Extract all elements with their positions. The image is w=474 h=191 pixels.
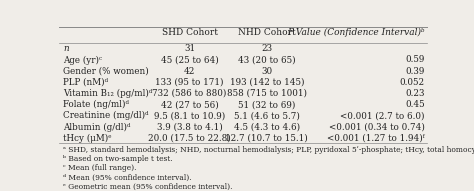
- Text: PLP (nM)ᵈ: PLP (nM)ᵈ: [63, 78, 108, 87]
- Text: n: n: [63, 44, 69, 53]
- Text: 9.5 (8.1 to 10.9): 9.5 (8.1 to 10.9): [154, 111, 225, 120]
- Text: 193 (142 to 145): 193 (142 to 145): [229, 78, 304, 87]
- Text: ᵉ Geometric mean (95% confidence interval).: ᵉ Geometric mean (95% confidence interva…: [63, 183, 232, 191]
- Text: NHD Cohort: NHD Cohort: [238, 28, 296, 37]
- Text: ᶜ Mean (full range).: ᶜ Mean (full range).: [63, 164, 137, 172]
- Text: Albumin (g/dl)ᵈ: Albumin (g/dl)ᵈ: [63, 122, 130, 132]
- Text: 12.7 (10.7 to 15.1): 12.7 (10.7 to 15.1): [226, 134, 308, 143]
- Text: P Value (Confidence Interval)ᵇ: P Value (Confidence Interval)ᵇ: [287, 28, 425, 37]
- Text: 20.0 (17.5 to 22.8): 20.0 (17.5 to 22.8): [148, 134, 231, 143]
- Text: ᵃ SHD, standard hemodialysis; NHD, nocturnal hemodialysis; PLP, pyridoxal 5ʹ-pho: ᵃ SHD, standard hemodialysis; NHD, noctu…: [63, 146, 474, 154]
- Text: 0.45: 0.45: [405, 100, 425, 109]
- Text: ᵇ Based on two-sample t test.: ᵇ Based on two-sample t test.: [63, 155, 173, 163]
- Text: 0.23: 0.23: [405, 89, 425, 98]
- Text: 0.39: 0.39: [405, 67, 425, 76]
- Text: 0.052: 0.052: [400, 78, 425, 87]
- Text: ᵈ Mean (95% confidence interval).: ᵈ Mean (95% confidence interval).: [63, 173, 191, 181]
- Text: 43 (20 to 65): 43 (20 to 65): [238, 55, 296, 64]
- Text: Age (yr)ᶜ: Age (yr)ᶜ: [63, 55, 102, 65]
- Text: 5.1 (4.6 to 5.7): 5.1 (4.6 to 5.7): [234, 111, 300, 120]
- Text: <0.001 (1.27 to 1.94)ᶠ: <0.001 (1.27 to 1.94)ᶠ: [327, 134, 425, 143]
- Text: 3.9 (3.8 to 4.1): 3.9 (3.8 to 4.1): [157, 122, 222, 131]
- Text: 42 (27 to 56): 42 (27 to 56): [161, 100, 219, 109]
- Text: tHcy (μM)ᵉ: tHcy (μM)ᵉ: [63, 134, 111, 143]
- Text: 31: 31: [184, 44, 195, 53]
- Text: 133 (95 to 171): 133 (95 to 171): [155, 78, 224, 87]
- Text: 30: 30: [261, 67, 273, 76]
- Text: 42: 42: [184, 67, 195, 76]
- Text: 0.59: 0.59: [405, 55, 425, 64]
- Text: 858 (715 to 1001): 858 (715 to 1001): [227, 89, 307, 98]
- Text: 23: 23: [261, 44, 273, 53]
- Text: SHD Cohort: SHD Cohort: [162, 28, 218, 37]
- Text: Creatinine (mg/dl)ᵈ: Creatinine (mg/dl)ᵈ: [63, 111, 148, 121]
- Text: 51 (32 to 69): 51 (32 to 69): [238, 100, 295, 109]
- Text: 732 (586 to 880): 732 (586 to 880): [153, 89, 227, 98]
- Text: Folate (ng/ml)ᵈ: Folate (ng/ml)ᵈ: [63, 100, 129, 109]
- Text: 45 (25 to 64): 45 (25 to 64): [161, 55, 219, 64]
- Text: Vitamin B₁₂ (pg/ml)ᵈ: Vitamin B₁₂ (pg/ml)ᵈ: [63, 89, 152, 98]
- Text: <0.001 (0.34 to 0.74): <0.001 (0.34 to 0.74): [329, 122, 425, 131]
- Text: <0.001 (2.7 to 6.0): <0.001 (2.7 to 6.0): [340, 111, 425, 120]
- Text: 4.5 (4.3 to 4.6): 4.5 (4.3 to 4.6): [234, 122, 300, 131]
- Text: Gender (% women): Gender (% women): [63, 67, 149, 76]
